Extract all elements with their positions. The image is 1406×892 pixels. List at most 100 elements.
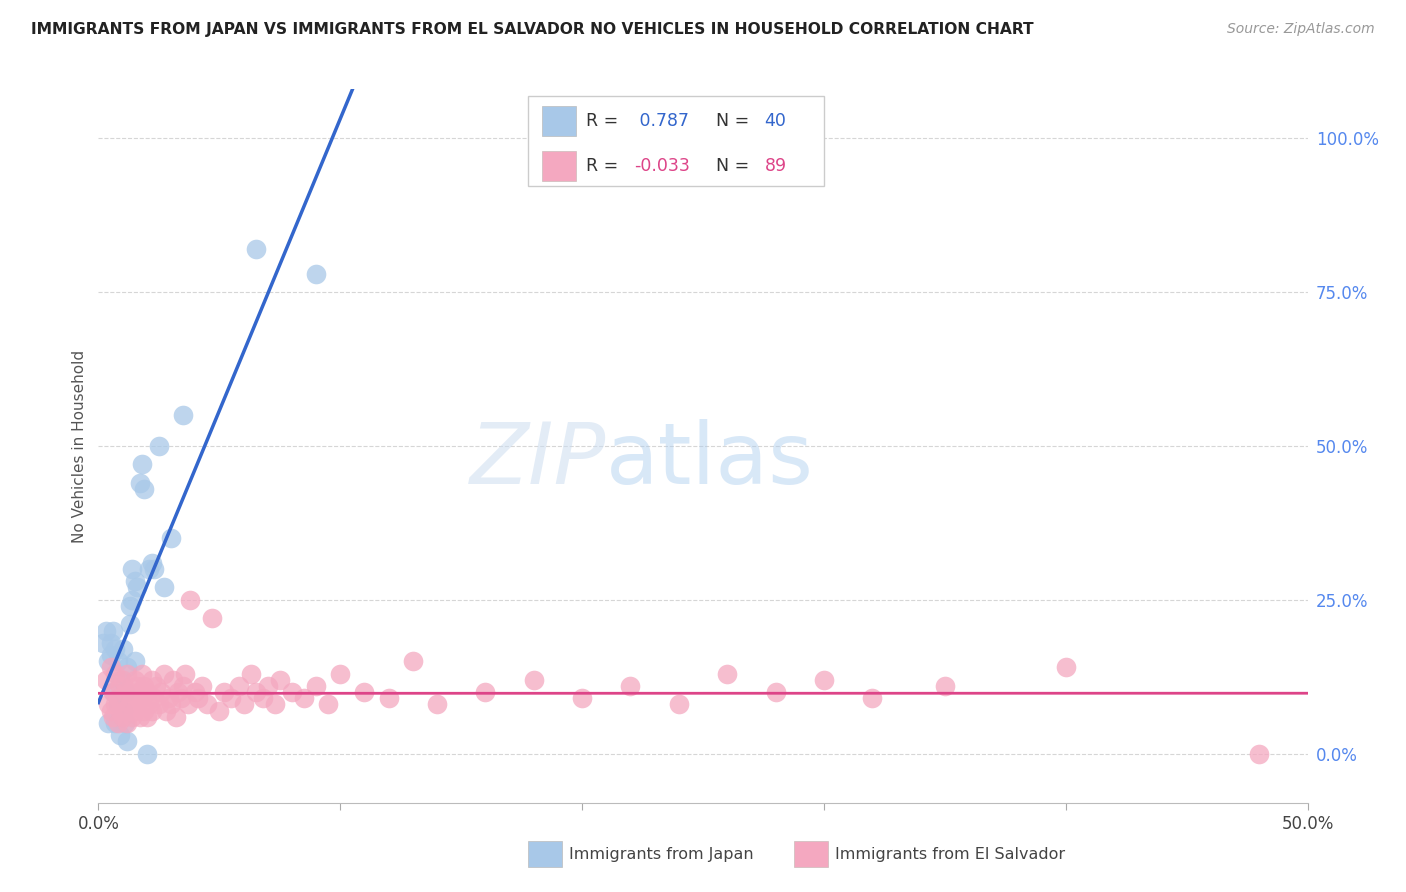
Point: [148, 439, 170, 453]
Point: [121, 592, 143, 607]
Point: [107, 691, 129, 706]
Point: [111, 709, 134, 723]
Point: [269, 673, 291, 687]
Point: [114, 685, 136, 699]
Point: [187, 691, 209, 706]
Point: [167, 685, 190, 699]
Point: [172, 409, 194, 423]
Point: [127, 679, 149, 693]
Point: [353, 685, 375, 699]
Point: [127, 698, 149, 712]
Text: N =: N =: [716, 112, 755, 130]
Text: 40: 40: [765, 112, 786, 130]
Point: [124, 704, 146, 718]
Point: [134, 704, 156, 718]
Point: [135, 685, 157, 699]
Point: [117, 715, 139, 730]
Point: [179, 592, 201, 607]
Point: [402, 654, 425, 668]
Point: [221, 691, 243, 706]
Point: [108, 673, 131, 687]
Point: [377, 691, 399, 706]
FancyBboxPatch shape: [793, 841, 828, 867]
Point: [100, 648, 122, 662]
Point: [135, 709, 157, 723]
Point: [305, 679, 328, 693]
Point: [111, 673, 134, 687]
Point: [138, 562, 160, 576]
Point: [131, 691, 153, 706]
Point: [117, 734, 139, 748]
Point: [128, 685, 150, 699]
Point: [668, 698, 690, 712]
Point: [239, 666, 262, 681]
Point: [104, 715, 127, 730]
Point: [145, 679, 167, 693]
Point: [228, 679, 250, 693]
Point: [474, 685, 496, 699]
Point: [94, 673, 117, 687]
FancyBboxPatch shape: [527, 841, 561, 867]
Point: [114, 704, 136, 718]
Point: [208, 704, 231, 718]
Point: [716, 666, 738, 681]
Point: [256, 679, 278, 693]
Point: [131, 666, 153, 681]
Text: atlas: atlas: [606, 418, 814, 502]
Point: [157, 691, 180, 706]
Point: [212, 685, 235, 699]
Point: [97, 715, 120, 730]
Point: [108, 704, 131, 718]
Point: [201, 611, 224, 625]
Point: [124, 654, 146, 668]
Point: [934, 679, 956, 693]
Point: [264, 698, 287, 712]
Point: [150, 685, 173, 699]
Point: [143, 562, 166, 576]
Point: [184, 685, 207, 699]
Point: [162, 673, 184, 687]
Point: [104, 698, 127, 712]
FancyBboxPatch shape: [527, 96, 824, 186]
Point: [1054, 660, 1077, 674]
Point: [100, 636, 122, 650]
Point: [860, 691, 883, 706]
Text: N =: N =: [716, 157, 755, 175]
Point: [114, 685, 136, 699]
Point: [107, 654, 129, 668]
Point: [232, 698, 254, 712]
Point: [134, 482, 156, 496]
Point: [329, 666, 352, 681]
Text: -0.033: -0.033: [634, 157, 690, 175]
Point: [101, 624, 124, 638]
Text: ZIP: ZIP: [470, 418, 606, 502]
Point: [104, 666, 127, 681]
Point: [118, 599, 141, 613]
Point: [101, 685, 124, 699]
Text: 89: 89: [765, 157, 787, 175]
Text: IMMIGRANTS FROM JAPAN VS IMMIGRANTS FROM EL SALVADOR NO VEHICLES IN HOUSEHOLD CO: IMMIGRANTS FROM JAPAN VS IMMIGRANTS FROM…: [31, 22, 1033, 37]
Point: [94, 624, 117, 638]
Point: [100, 660, 122, 674]
Point: [141, 704, 163, 718]
Point: [152, 666, 174, 681]
Point: [148, 698, 170, 712]
Point: [121, 709, 143, 723]
Y-axis label: No Vehicles in Household: No Vehicles in Household: [72, 350, 87, 542]
Point: [165, 709, 187, 723]
Text: R =: R =: [586, 157, 623, 175]
Point: [97, 654, 120, 668]
Point: [101, 685, 124, 699]
Text: Immigrants from El Salvador: Immigrants from El Salvador: [835, 847, 1064, 862]
Point: [134, 679, 156, 693]
FancyBboxPatch shape: [543, 151, 576, 181]
Point: [128, 709, 150, 723]
Point: [195, 698, 218, 712]
Point: [426, 698, 449, 712]
Point: [138, 698, 160, 712]
Point: [127, 581, 149, 595]
Point: [118, 685, 141, 699]
Point: [124, 574, 146, 589]
Point: [252, 691, 274, 706]
Point: [107, 715, 129, 730]
